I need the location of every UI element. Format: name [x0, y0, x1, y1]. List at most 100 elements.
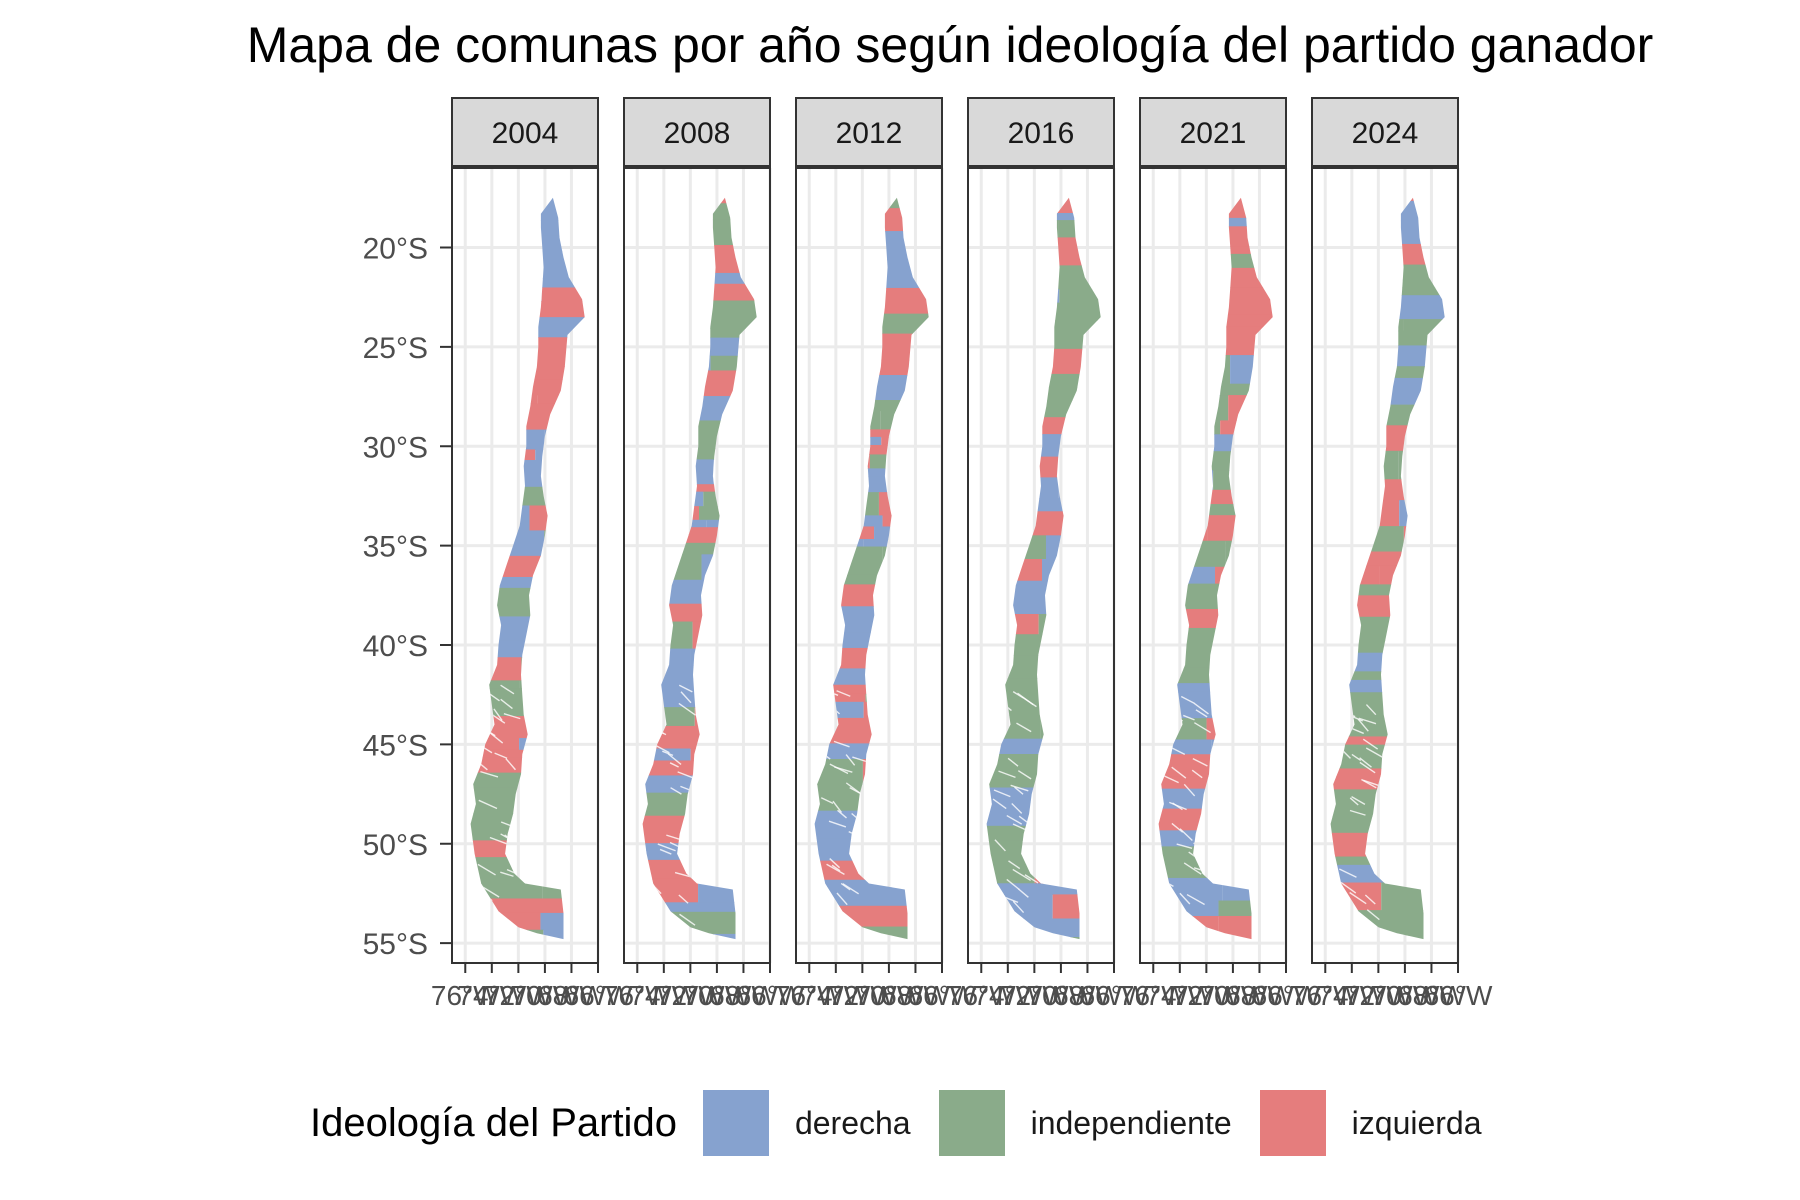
fjord: [1351, 796, 1366, 806]
x-tick-label: 72°W: [1344, 980, 1413, 1011]
fjord: [1017, 770, 1032, 780]
fjord: [1363, 779, 1380, 787]
x-tick-label: 72°W: [828, 980, 897, 1011]
fjord: [1012, 868, 1032, 882]
facet-panel-2024: 2024 76°W74°W72°W70°W68°W66°W: [1291, 97, 1493, 1011]
fjord: [1366, 909, 1380, 921]
comuna: [986, 580, 1101, 590]
fjord: [998, 770, 1016, 779]
x-tick-label: 68°W: [881, 980, 950, 1011]
facet-panel-2016: 2016 76°W74°W72°W70°W68°W66°W: [947, 97, 1149, 1011]
facet-panel-2008: 2008 76°W74°W72°W70°W68°W66°W: [603, 97, 805, 1011]
panel-border: [1311, 167, 1459, 964]
fjord: [670, 787, 682, 795]
fjord: [662, 750, 674, 757]
fjord: [1365, 747, 1386, 760]
fjord: [1338, 868, 1357, 878]
panel-border: [795, 167, 943, 964]
fjord: [1192, 757, 1208, 767]
comuna: [642, 484, 757, 493]
fjord: [1171, 766, 1187, 779]
comuna: [692, 328, 757, 339]
fjord: [840, 882, 851, 891]
x-tick-label: 68°W: [537, 980, 606, 1011]
fjord: [1349, 797, 1359, 806]
facet-strip: [451, 97, 599, 167]
x-tick-label: 76°W: [603, 980, 672, 1011]
fjord: [1359, 761, 1376, 774]
facet-panel-2021: 2021 76°W74°W72°W70°W68°W66°W: [1119, 97, 1321, 1011]
comuna: [1158, 451, 1273, 463]
fjord: [826, 863, 845, 875]
fjord: [659, 848, 672, 855]
comuna: [1042, 212, 1101, 221]
comuna: [1330, 584, 1393, 596]
fjord: [1349, 891, 1367, 905]
fjord: [679, 913, 696, 926]
fjord: [1180, 695, 1195, 705]
x-tick-label: 74°W: [629, 980, 698, 1011]
comuna: [1050, 937, 1101, 940]
fjord: [678, 684, 693, 693]
comuna: [881, 313, 929, 335]
fjord: [829, 858, 841, 869]
comuna: [1210, 246, 1273, 255]
fjord: [680, 691, 692, 704]
facet-strip-label: 2008: [664, 117, 731, 150]
comuna: [642, 902, 757, 913]
x-tick-label: 70°W: [683, 980, 752, 1011]
fjord: [674, 871, 692, 878]
fjord: [1182, 714, 1195, 721]
fjord: [1171, 822, 1184, 833]
fjord: [992, 798, 1007, 810]
fjord: [831, 864, 841, 872]
fjord: [1191, 769, 1203, 779]
legend-item-izquierda: izquierda: [1259, 1090, 1482, 1156]
comuna: [814, 429, 929, 438]
comuna: [814, 743, 876, 760]
y-tick-label: 55°S: [363, 928, 428, 961]
comuna: [1158, 846, 1225, 856]
comuna: [470, 576, 585, 589]
fjord: [480, 770, 499, 778]
y-tick-label: 30°S: [363, 431, 428, 464]
fjord: [1008, 860, 1021, 870]
fjord: [1010, 784, 1029, 792]
y-tick-label: 45°S: [363, 729, 428, 762]
x-tick-label: 66°W: [564, 980, 633, 1011]
fjord: [678, 894, 689, 904]
x-tick-label: 76°W: [775, 980, 844, 1011]
fjord: [1011, 803, 1023, 814]
fjord: [1365, 704, 1377, 716]
comuna: [986, 883, 1101, 895]
legend-item-derecha: derecha: [702, 1090, 911, 1156]
fjord: [842, 883, 860, 895]
fjord: [1340, 881, 1357, 894]
x-tick-label: 68°W: [1397, 980, 1466, 1011]
x-tick-label: 70°W: [1027, 980, 1096, 1011]
x-tick-label: 72°W: [1172, 980, 1241, 1011]
facet-strip-label: 2024: [1352, 117, 1419, 150]
comuna: [694, 272, 757, 285]
comuna: [986, 864, 1035, 884]
fjord: [1176, 843, 1193, 850]
y-tick-label: 50°S: [363, 829, 428, 862]
x-tick-label: 66°W: [908, 980, 977, 1011]
fjord: [832, 800, 843, 813]
facet-strip-label: 2012: [836, 117, 903, 150]
fjord: [1359, 757, 1372, 768]
comuna: [1158, 461, 1273, 471]
fjord: [477, 863, 496, 876]
fjord: [1179, 892, 1191, 905]
legend: Ideología del Partido derecha independie…: [310, 1088, 1510, 1158]
x-tick-label: 72°W: [1000, 980, 1069, 1011]
comuna: [986, 787, 1043, 804]
x-tick-label: 72°W: [484, 980, 553, 1011]
x-tick-label: 70°W: [511, 980, 580, 1011]
fjord: [836, 892, 848, 906]
x-tick-label: 68°W: [1053, 980, 1122, 1011]
x-tick-label: 76°W: [947, 980, 1016, 1011]
fjord: [833, 740, 850, 748]
y-tick-label: 25°S: [363, 332, 428, 365]
comuna: [642, 448, 757, 460]
